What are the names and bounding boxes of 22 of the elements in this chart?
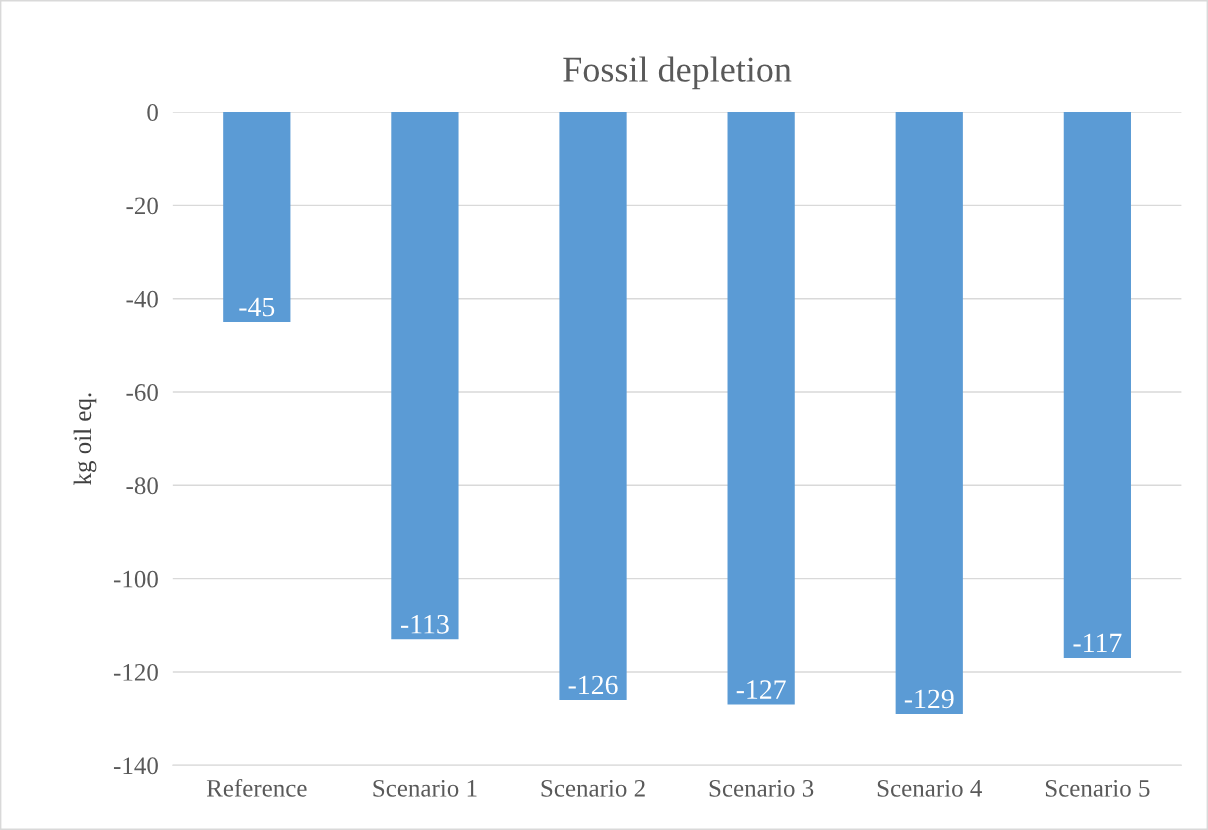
y-tick-label: -20 <box>126 197 158 215</box>
data-label: -126 <box>568 675 618 695</box>
x-tick-label: Scenario 4 <box>877 779 982 797</box>
y-axis-title: kg oil eq. <box>73 393 97 486</box>
data-label: -129 <box>904 689 954 709</box>
x-tick-label: Reference <box>206 778 307 797</box>
y-tick-label: -40 <box>126 290 158 308</box>
data-label: -113 <box>401 614 449 634</box>
chart-title: Fossil depletion <box>563 56 792 90</box>
data-label: -127 <box>736 680 786 699</box>
x-tick-label: Scenario 1 <box>373 779 477 797</box>
x-tick-label: Scenario 5 <box>1045 779 1150 797</box>
y-tick-label: -140 <box>113 757 158 775</box>
y-tick-label: -60 <box>126 384 158 401</box>
y-tick-label: -80 <box>126 477 158 495</box>
data-label: -117 <box>1073 633 1122 653</box>
y-tick-label: 0 <box>147 104 158 121</box>
data-label: -45 <box>239 297 275 317</box>
y-tick-label: -100 <box>113 570 158 588</box>
x-tick-label: Scenario 3 <box>709 779 814 797</box>
x-tick-label: Scenario 2 <box>541 779 645 797</box>
y-tick-label: -120 <box>113 663 158 681</box>
